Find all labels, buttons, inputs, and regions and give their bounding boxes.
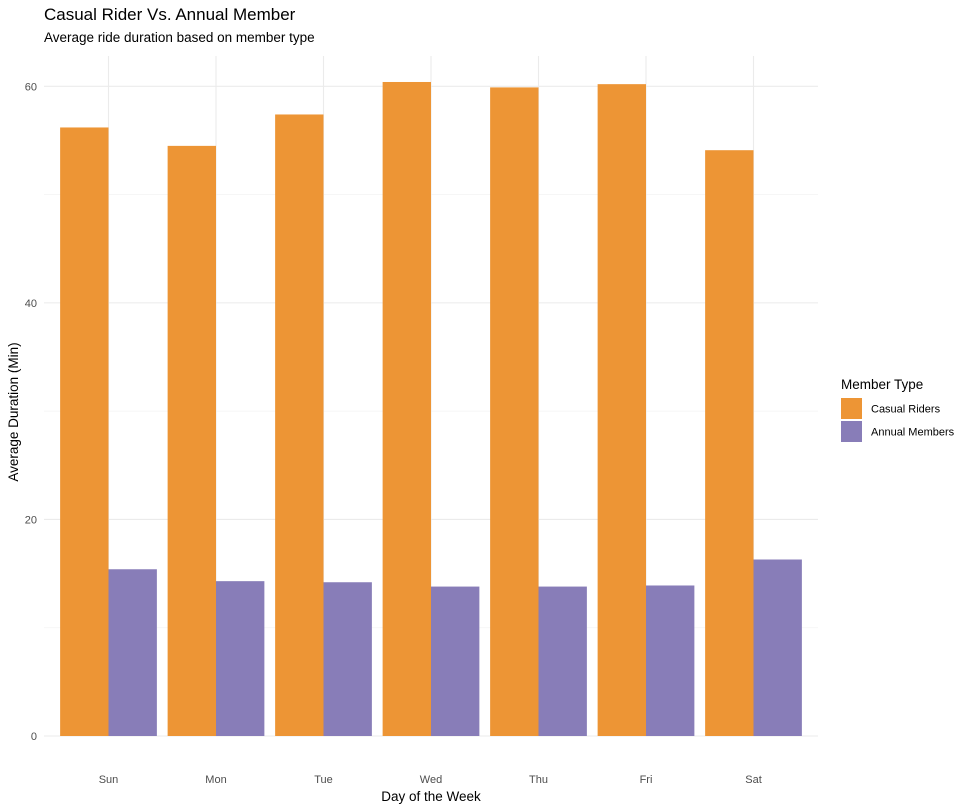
bar-casual-riders-thu — [490, 87, 538, 736]
y-tick-label: 20 — [25, 514, 37, 526]
legend-label: Annual Members — [871, 427, 955, 439]
bar-casual-riders-wed — [383, 82, 431, 736]
bar-annual-members-sun — [109, 569, 157, 736]
y-tick-label: 0 — [31, 731, 37, 743]
x-tick-label: Sun — [99, 774, 119, 786]
x-tick-label: Sat — [745, 774, 762, 786]
legend-label: Casual Riders — [871, 404, 941, 416]
x-axis-title: Day of the Week — [381, 789, 481, 804]
chart-title: Casual Rider Vs. Annual Member — [44, 5, 296, 24]
y-tick-label: 40 — [25, 298, 37, 310]
x-tick-label: Mon — [205, 774, 226, 786]
chart-subtitle: Average ride duration based on member ty… — [44, 30, 315, 45]
legend-swatch — [841, 398, 862, 419]
bar-annual-members-tue — [324, 582, 372, 736]
bar-annual-members-wed — [431, 587, 479, 736]
bar-annual-members-thu — [539, 587, 587, 736]
y-axis-title: Average Duration (Min) — [6, 342, 21, 481]
bar-casual-riders-fri — [598, 84, 646, 736]
x-tick-label: Wed — [420, 774, 442, 786]
legend-title: Member Type — [841, 377, 923, 392]
x-tick-label: Thu — [529, 774, 548, 786]
bar-annual-members-fri — [646, 585, 694, 736]
bar-annual-members-sat — [754, 560, 802, 736]
bar-casual-riders-sun — [60, 127, 108, 736]
y-tick-label: 60 — [25, 81, 37, 93]
bar-casual-riders-mon — [168, 146, 216, 736]
bar-annual-members-mon — [216, 581, 264, 736]
bar-casual-riders-sat — [705, 150, 753, 736]
x-tick-label: Tue — [314, 774, 333, 786]
x-tick-label: Fri — [640, 774, 653, 786]
legend-swatch — [841, 421, 862, 442]
bar-casual-riders-tue — [275, 114, 323, 736]
